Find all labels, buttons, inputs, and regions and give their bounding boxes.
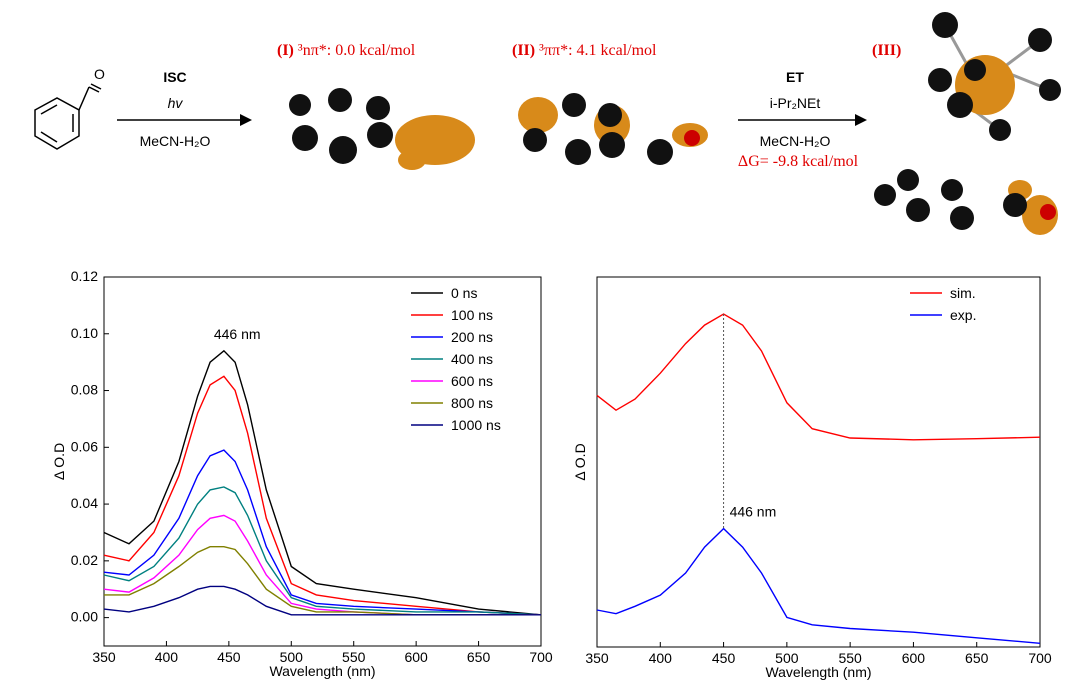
y-tick-label: 0.06 [71, 438, 98, 454]
state-energy: ³ππ*: 4.1 kcal/mol [539, 42, 657, 59]
legend-label: 100 ns [451, 307, 493, 323]
legend-label: 0 ns [451, 285, 477, 301]
y-axis-label: Δ O.D [572, 443, 588, 480]
legend-label: 800 ns [451, 395, 493, 411]
molecule-iii-b [874, 169, 1058, 235]
y-tick-label: 0.10 [71, 325, 98, 341]
x-tick-label: 700 [529, 649, 553, 665]
y-tick-label: 0.04 [71, 495, 98, 511]
y-tick-label: 0.08 [71, 382, 98, 398]
legend-label: 600 ns [451, 373, 493, 389]
arrow-label: i-Pr₂NEt [770, 95, 821, 111]
state-label: (I) ³nπ*: 0.0 kcal/mol [277, 42, 416, 59]
molecule-iii [928, 12, 1061, 141]
state-label: (II) ³ππ*: 4.1 kcal/mol [512, 42, 657, 59]
arrow-label: MeCN-H₂O [760, 133, 831, 149]
atom-label: O [94, 66, 105, 82]
legend-label: 1000 ns [451, 417, 501, 433]
x-tick-label: 450 [712, 650, 736, 666]
legend-label: sim. [950, 285, 976, 301]
y-tick-label: 0.12 [71, 268, 98, 284]
series-line [597, 314, 1040, 440]
y-axis-label: Δ O.D [51, 443, 67, 480]
x-tick-label: 600 [404, 649, 428, 665]
series-line [104, 450, 541, 615]
x-tick-label: 700 [1028, 650, 1052, 666]
annotation: 446 nm [730, 504, 777, 520]
series-line [597, 529, 1040, 644]
legend-label: 200 ns [451, 329, 493, 345]
series-line [104, 586, 541, 614]
state-id: (II) [512, 42, 535, 59]
arrow-label: ET [786, 69, 804, 85]
x-tick-label: 650 [467, 649, 491, 665]
arrow-label: MeCN-H₂O [140, 133, 211, 149]
benzaldehyde [35, 84, 101, 149]
legend-label: 400 ns [451, 351, 493, 367]
state-energy: ³nπ*: 0.0 kcal/mol [298, 42, 416, 59]
x-tick-label: 350 [585, 650, 609, 666]
x-tick-label: 450 [217, 649, 241, 665]
series-line [104, 547, 541, 615]
series-line [104, 515, 541, 614]
x-tick-label: 600 [902, 650, 926, 666]
arrow-label: hv [168, 95, 184, 111]
x-tick-label: 350 [92, 649, 116, 665]
arrow-label: ΔG= -9.8 kcal/mol [738, 153, 859, 170]
y-tick-label: 0.02 [71, 552, 98, 568]
state-id: (III) [872, 42, 901, 59]
arrow-head [855, 114, 867, 126]
x-axis-label: Wavelength (nm) [765, 664, 871, 680]
molecule-ii [518, 93, 708, 165]
annotation: 446 nm [214, 326, 261, 342]
x-tick-label: 400 [155, 649, 179, 665]
series-line [104, 351, 541, 615]
series-line [104, 376, 541, 615]
molecule-i [289, 88, 475, 170]
x-tick-label: 650 [965, 650, 989, 666]
x-tick-label: 400 [649, 650, 673, 666]
x-axis-label: Wavelength (nm) [269, 663, 375, 679]
legend-label: exp. [950, 307, 976, 323]
arrow-head [240, 114, 252, 126]
arrow-label: ISC [163, 69, 186, 85]
plot-frame [597, 277, 1040, 647]
figure: O ISC hv MeCN-H₂O (I) ³nπ*: 0.0 kcal/mol… [0, 0, 1073, 686]
state-id: (I) [277, 42, 294, 59]
y-tick-label: 0.00 [71, 609, 98, 625]
